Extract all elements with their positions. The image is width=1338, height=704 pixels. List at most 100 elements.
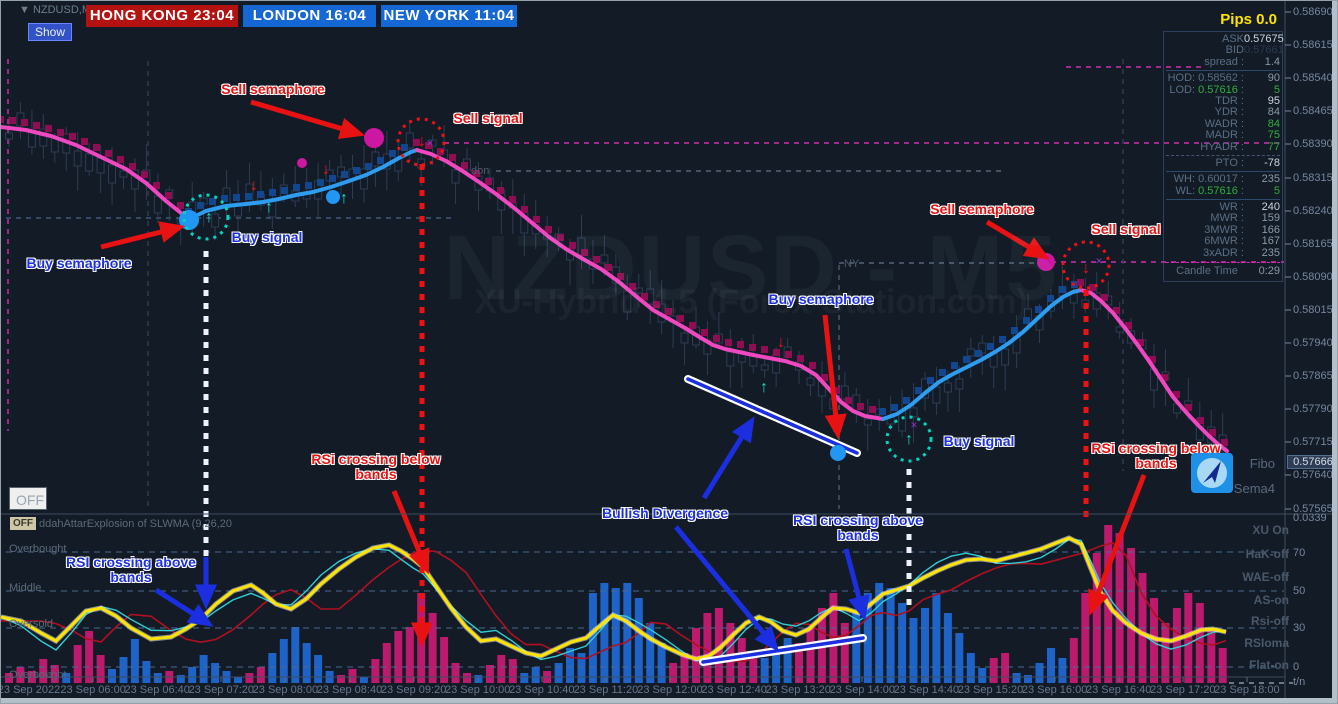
chart-off-button[interactable]: OFF <box>9 487 47 510</box>
symbol-label: ▼ NZDUSD,M5 <box>19 4 98 16</box>
indicator-tick: 30 <box>1293 622 1306 634</box>
info-row-value: 84 <box>1267 117 1280 130</box>
session-label-london: don <box>471 165 490 177</box>
sell-arrow-icon: ↓ <box>1082 260 1090 277</box>
buy-arrow-icon: ↑ <box>905 431 913 448</box>
current-price-box: 0.57666 <box>1287 455 1337 469</box>
show-button[interactable]: Show <box>28 23 73 41</box>
info-row-value: 1.4 <box>1264 55 1280 68</box>
buy-semaphore-dot[interactable] <box>179 210 199 230</box>
info-row-value: 90 <box>1267 72 1280 85</box>
info-separator <box>1166 199 1280 201</box>
price-tick: 0.58690 <box>1293 6 1333 18</box>
info-row-value: 95 <box>1267 94 1280 107</box>
indicator-off-badge[interactable]: OFF <box>10 517 36 530</box>
info-row-label: MADR : <box>1205 129 1245 142</box>
annotation-arrow <box>250 99 365 140</box>
annotation-sell-signal-2: Sell signal <box>1091 221 1161 237</box>
annotation-rsi-crossing-below-1: RSi crossing below bands <box>311 451 441 482</box>
toggle-xu-on[interactable]: XU On <box>1252 523 1289 537</box>
divergence-trendline[interactable] <box>701 636 865 664</box>
time-label: 23 Sep 14:40 <box>893 684 960 696</box>
info-row: WADR : 84 <box>1166 117 1280 130</box>
annotation-arrow <box>100 221 186 250</box>
close-mark-icon: ✕ <box>910 420 918 430</box>
annotation-rsi-crossing-above-1: RSI crossing above bands <box>66 554 196 585</box>
annotation-buy-semaphore-1: Buy semaphore <box>26 255 132 271</box>
toggle-flat-on[interactable]: Flat-on <box>1249 658 1289 672</box>
info-row-value: 167 <box>1261 235 1280 248</box>
info-row-value: 235 <box>1261 246 1280 259</box>
time-label: 23 Sep 14:00 <box>829 684 896 696</box>
time-label: 23 Sep 16:40 <box>1085 684 1152 696</box>
info-row-label: HYADR : <box>1200 140 1244 153</box>
time-label: 23 Sep 2022 <box>0 684 61 696</box>
sell-signal-circle <box>396 117 446 167</box>
oversold-label-bottom: Oversold <box>9 669 54 681</box>
info-row-label: LOD: 0.57616 : <box>1169 83 1244 96</box>
price-tick: 0.57865 <box>1293 370 1333 383</box>
info-row: YDR : 84 <box>1166 106 1280 119</box>
info-row: HOD: 0.58562 : 90 <box>1166 72 1280 85</box>
buy-signal-circle <box>182 193 230 241</box>
time-label: 23 Sep 17:20 <box>1150 684 1216 696</box>
time-label: 23 Sep 12:00 <box>637 684 703 696</box>
overbought-label: Overbought <box>9 543 67 555</box>
indicator-tick: 0.0339 <box>1293 512 1327 524</box>
info-separator <box>1166 154 1280 156</box>
toggle-wae-off[interactable]: WAE-off <box>1242 570 1289 584</box>
buy-arrow-icon: ↑ <box>760 379 768 396</box>
toggle-as-on[interactable]: AS-on <box>1253 593 1289 607</box>
info-row-label: 3xADR : <box>1203 246 1244 259</box>
annotation-buy-signal-2: Buy signal <box>943 433 1015 449</box>
time-label: 23 Sep 06:40 <box>124 684 190 696</box>
sell-semaphore-dot[interactable] <box>364 128 384 148</box>
sell-signal-circle <box>1061 240 1111 290</box>
toggle-rsi-off[interactable]: Rsi-off <box>1251 614 1289 628</box>
buy-semaphore-dot[interactable] <box>830 445 846 461</box>
candle-time-row: Candle Time 0:29 <box>1166 265 1280 277</box>
time-label: 23 Sep 10:40 <box>509 684 575 696</box>
divergence-trendline[interactable] <box>686 377 859 455</box>
rsi-ma-line <box>1 536 1227 661</box>
price-tick: 0.57640 <box>1293 469 1333 482</box>
time-label: 23 Sep 16:00 <box>1021 684 1088 696</box>
chevron-down-icon[interactable]: ▼ <box>19 4 30 16</box>
sell-semaphore-dot[interactable] <box>297 158 307 168</box>
annotation-arrow <box>674 525 779 652</box>
info-separator <box>1166 262 1280 264</box>
close-mark-icon: ✕ <box>1095 256 1103 266</box>
middle-label: Middle <box>9 582 42 594</box>
info-row: BID 0.57661 <box>1166 44 1284 56</box>
info-row-label: WL: 0.57616 : <box>1175 184 1244 197</box>
info-row-value: 75 <box>1267 129 1280 142</box>
info-row: MWR : 159 <box>1166 213 1280 225</box>
sell-arrow-icon: ↓ <box>777 334 785 351</box>
info-row-value: 84 <box>1267 106 1280 119</box>
time-label: 23 Sep 07:20 <box>188 684 255 696</box>
buy-semaphore-dot[interactable] <box>326 190 340 204</box>
info-row-label: WR : <box>1219 201 1244 214</box>
time-label: 23 Sep 12:40 <box>701 684 767 696</box>
info-row-value: 235 <box>1261 173 1280 186</box>
info-row-value: 0.57675 <box>1244 33 1284 45</box>
info-row: MADR : 75 <box>1166 129 1281 142</box>
bottom-scrollbar[interactable] <box>1 698 1337 703</box>
info-row-label: ASK <box>1221 33 1244 45</box>
corner-label-sema4: Sema4 <box>1233 481 1275 496</box>
toggle-hak-off[interactable]: HaK-off <box>1245 547 1289 561</box>
sell-arrow-icon: ↓ <box>322 161 330 178</box>
right-scrollbar[interactable] <box>1332 1 1337 703</box>
info-row: TDR : 95 <box>1166 94 1280 107</box>
annotation-sell-semaphore-2: Sell semaphore <box>930 201 1034 217</box>
annotation-arrow <box>843 548 870 622</box>
price-tick: 0.58540 <box>1293 72 1333 85</box>
info-row-label: WH: 0.60017 : <box>1173 173 1244 186</box>
price-tick: 0.58015 <box>1293 303 1333 316</box>
price-ribbon <box>1 125 1229 453</box>
buy-signal-circle <box>885 415 933 463</box>
info-row: HYADR : 77 <box>1166 140 1280 153</box>
toggle-rsioma[interactable]: RSIoma <box>1244 636 1289 650</box>
